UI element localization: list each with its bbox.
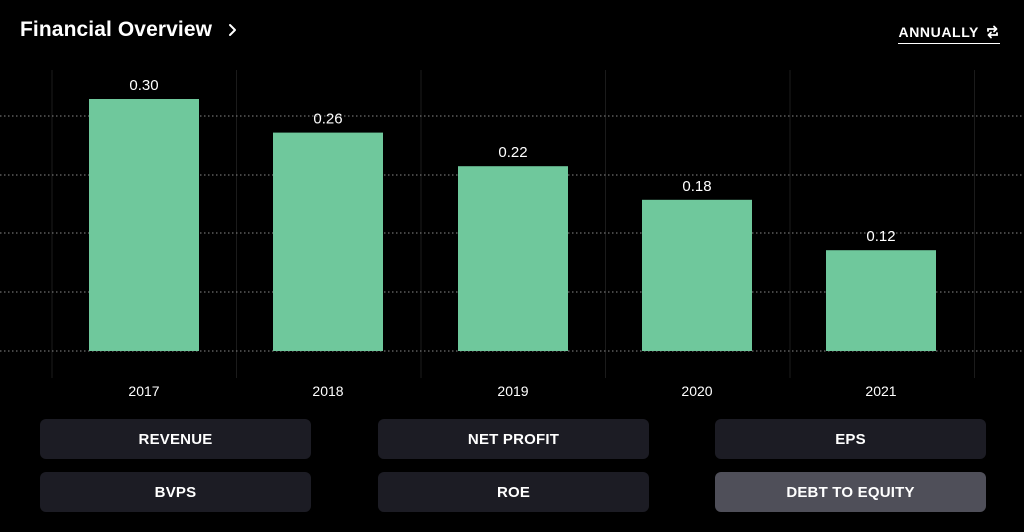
metric-selector: REVENUE NET PROFIT EPS BVPS ROE DEBT TO … (40, 419, 986, 513)
metric-button-net-profit[interactable]: NET PROFIT (378, 419, 649, 459)
bar-2018[interactable] (273, 132, 383, 351)
value-label-2017: 0.30 (129, 77, 158, 94)
metric-button-bvps[interactable]: BVPS (40, 472, 311, 512)
metric-button-revenue[interactable]: REVENUE (40, 419, 311, 459)
debt-to-equity-bar-chart: 0.30 2017 0.26 2018 0.22 2019 0.18 2020 0.12 2021 (0, 70, 1024, 399)
value-label-2021: 0.12 (866, 228, 895, 245)
bar-2020[interactable] (642, 199, 752, 351)
x-tick-label-2018: 2018 (312, 383, 343, 399)
period-toggle[interactable]: ANNUALLY (898, 24, 1000, 44)
period-label: ANNUALLY (898, 24, 979, 40)
metric-button-roe[interactable]: ROE (378, 472, 649, 512)
metric-button-eps[interactable]: EPS (715, 419, 986, 459)
page-title: Financial Overview (20, 18, 213, 41)
value-label-2018: 0.26 (313, 111, 342, 128)
bar-2021[interactable] (826, 250, 936, 351)
bar-2019[interactable] (458, 166, 568, 351)
chevron-right-icon (229, 24, 237, 36)
x-tick-label-2019: 2019 (497, 383, 528, 399)
value-label-2020: 0.18 (682, 178, 711, 195)
x-tick-label-2017: 2017 (128, 383, 159, 399)
x-tick-label-2020: 2020 (681, 383, 712, 399)
financial-overview-header[interactable]: Financial Overview (20, 18, 240, 42)
x-tick-label-2021: 2021 (865, 383, 896, 399)
value-label-2019: 0.22 (498, 144, 527, 161)
metric-button-debt-to-equity[interactable]: DEBT TO EQUITY (715, 472, 986, 512)
swap-icon (987, 25, 998, 39)
bar-2017[interactable] (89, 99, 199, 351)
